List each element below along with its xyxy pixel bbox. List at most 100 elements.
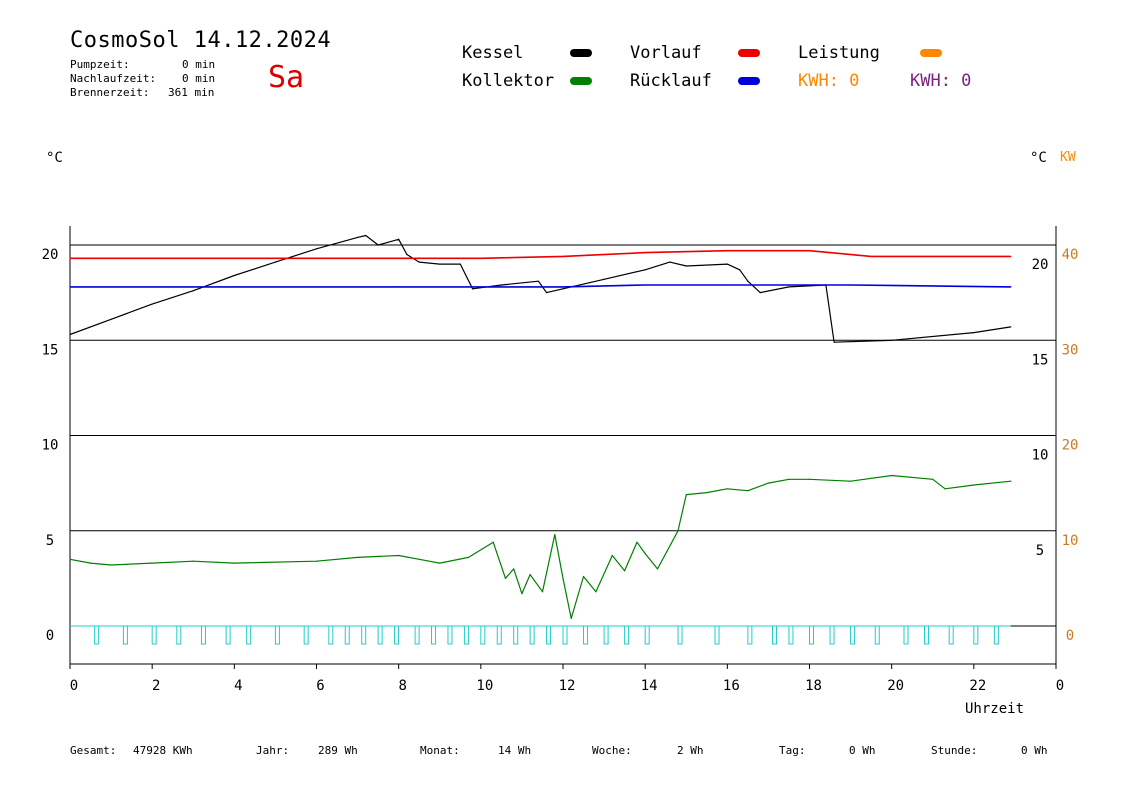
leistung-pulse-7	[274, 626, 280, 645]
series-line-0	[69, 234, 1011, 343]
series-3-point-36	[849, 480, 852, 482]
series-2-point-3	[562, 286, 564, 288]
series-0-point-24	[726, 263, 728, 265]
series-0-point-8	[365, 234, 367, 237]
leistung-pulse-3	[176, 626, 182, 645]
series-0-point-20	[603, 278, 605, 280]
kw-tick-label-4: 0	[1066, 628, 1074, 644]
footer-stunde-value: 0 Wh	[1021, 744, 1048, 757]
series-3-point-20	[570, 617, 572, 619]
series-1-point-2	[398, 257, 400, 259]
series-0-point-3	[192, 290, 194, 292]
series-0-point-17	[537, 280, 539, 282]
series-3-point-28	[677, 530, 679, 532]
legend-ruecklauf-swatch	[738, 77, 760, 85]
leistung-pulse-18	[480, 626, 486, 645]
series-3-point-39	[944, 488, 946, 490]
leistung-pulse-37	[903, 626, 909, 645]
series-0-point-10	[398, 238, 400, 240]
series-1-point-4	[480, 257, 482, 259]
series-3-point-14	[513, 568, 515, 570]
legend-kollektor-swatch	[570, 77, 592, 85]
leistung-pulse-9	[328, 626, 334, 645]
x-tick-label-9: 18	[805, 678, 822, 694]
series-3-point-21	[582, 575, 585, 578]
footer-jahr-label: Jahr:	[256, 744, 290, 757]
series-3-point-12	[492, 541, 494, 543]
series-1-point-1	[233, 257, 235, 259]
leistung-pulse-17	[463, 626, 469, 645]
leistung-pulse-23	[562, 626, 568, 645]
leistung-pulse-28	[677, 626, 683, 645]
series-0-point-9	[377, 244, 379, 246]
series-0-point-5	[274, 261, 277, 263]
series-3-point-30	[706, 492, 708, 494]
leistung-pulse-30	[747, 626, 753, 645]
legend-vorlauf-label: Vorlauf	[630, 43, 702, 63]
series-3-point-24	[624, 570, 626, 572]
series-0-point-23	[685, 265, 687, 267]
leistung-pulse-21	[529, 626, 535, 645]
series-1-point-3	[439, 257, 441, 259]
series-0-point-25	[739, 269, 741, 271]
series-line-1	[70, 249, 1011, 260]
series-0-point-32	[973, 332, 975, 334]
x-tick-label-11: 22	[969, 678, 986, 694]
series-3-point-7	[356, 556, 359, 559]
series-0-point-14	[459, 263, 461, 265]
series-0-point-7	[356, 236, 359, 238]
series-3-point-38	[932, 478, 934, 480]
x-tick-label-5: 10	[476, 678, 493, 694]
footer-gesamt-label: Gesamt:	[70, 744, 117, 757]
leistung-pulse-8	[303, 626, 309, 645]
series-3-point-40	[973, 484, 975, 486]
series-3-point-9	[418, 558, 420, 560]
leistung-pulse-27	[644, 626, 650, 645]
legend-leistung-label: Leistung	[798, 43, 880, 63]
right-axis-unit-deg: °C	[1030, 150, 1047, 166]
series-3-point-26	[644, 553, 646, 555]
leistung-pulse-2	[151, 626, 157, 645]
series-3-point-29	[685, 493, 687, 496]
series-3-point-32	[747, 490, 749, 492]
series-3-point-19	[562, 577, 564, 579]
series-3-point-22	[595, 591, 597, 593]
leistung-pulse-33	[809, 626, 814, 645]
series-2-point-0	[69, 286, 71, 288]
series-2-point-2	[398, 286, 400, 288]
left-axis-unit: °C	[46, 150, 63, 166]
leistung-pulse-25	[603, 626, 609, 645]
series-3-point-16	[529, 573, 531, 576]
series-1-point-0	[69, 257, 71, 259]
leistung-pulse-16	[447, 626, 453, 645]
series-3-point-35	[808, 478, 811, 480]
left-tick-label-2: 10	[42, 438, 59, 454]
legend-vorlauf-swatch	[738, 49, 760, 57]
series-3-point-1	[89, 562, 92, 564]
leistung-pulse-1	[122, 626, 128, 645]
x-tick-label-4: 8	[398, 678, 406, 694]
leistung-pulse-29	[714, 626, 720, 645]
leistung-pulse-10	[344, 626, 350, 645]
x-tick-label-10: 20	[887, 678, 904, 694]
series-3-point-27	[656, 568, 659, 570]
series-0-point-19	[562, 288, 564, 290]
series-0-point-6	[315, 248, 318, 250]
series-1-point-7	[726, 250, 728, 252]
series-3-point-15	[521, 593, 523, 595]
series-0-point-30	[833, 341, 835, 343]
stat-label-pumpzeit: Pumpzeit:	[70, 58, 130, 71]
legend-leistung-swatch	[920, 49, 942, 57]
series-3-point-3	[151, 562, 153, 564]
leistung-pulse-34	[829, 626, 835, 645]
x-tick-label-0: 0	[70, 678, 78, 694]
series-0-point-0	[69, 333, 71, 336]
leistung-pulse-41	[993, 626, 999, 645]
footer-woche-label: Woche:	[592, 744, 632, 757]
series-0-point-16	[500, 284, 502, 286]
series-0-point-4	[233, 274, 235, 277]
series-3-point-37	[891, 474, 893, 477]
series-0-point-21	[644, 269, 646, 271]
x-tick-label-2: 4	[234, 678, 242, 694]
leistung-pulse-20	[513, 626, 519, 645]
